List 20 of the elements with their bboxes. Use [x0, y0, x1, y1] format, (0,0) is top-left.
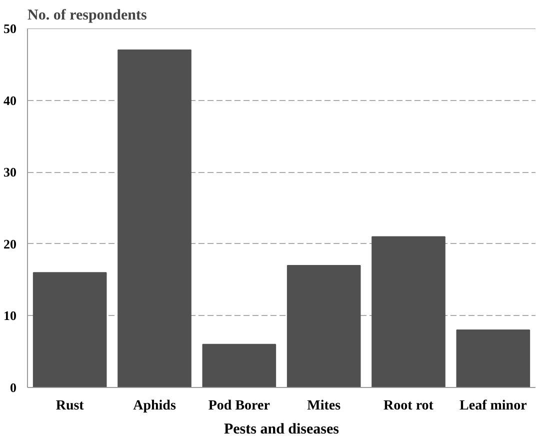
bar — [456, 330, 530, 388]
y-tick-label: 10 — [4, 308, 16, 324]
y-tick-label: 30 — [4, 164, 16, 180]
y-tick-label: 50 — [4, 21, 16, 36]
bar — [202, 344, 276, 388]
bar — [32, 272, 107, 388]
x-tick-label: Leaf minor — [460, 398, 527, 414]
x-tick-label: Aphids — [133, 398, 176, 414]
bar — [286, 264, 361, 388]
bar — [372, 236, 446, 388]
y-tick-label: 40 — [4, 92, 16, 108]
y-tick-label: 20 — [4, 236, 16, 252]
y-axis-title: No. of respondents — [28, 8, 147, 24]
x-tick-label: Rust — [56, 398, 84, 414]
x-tick-label: Mites — [307, 398, 342, 414]
x-tick-label: Pod Borer — [208, 398, 270, 414]
x-axis-title: Pests and diseases — [224, 422, 340, 438]
y-tick-label: 0 — [10, 380, 16, 395]
x-tick-label: Root rot — [384, 398, 434, 414]
bar — [118, 50, 192, 388]
